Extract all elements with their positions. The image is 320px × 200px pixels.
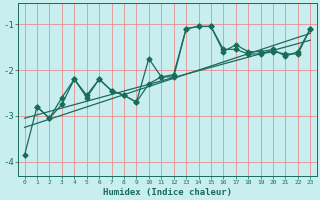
X-axis label: Humidex (Indice chaleur): Humidex (Indice chaleur) [103,188,232,197]
